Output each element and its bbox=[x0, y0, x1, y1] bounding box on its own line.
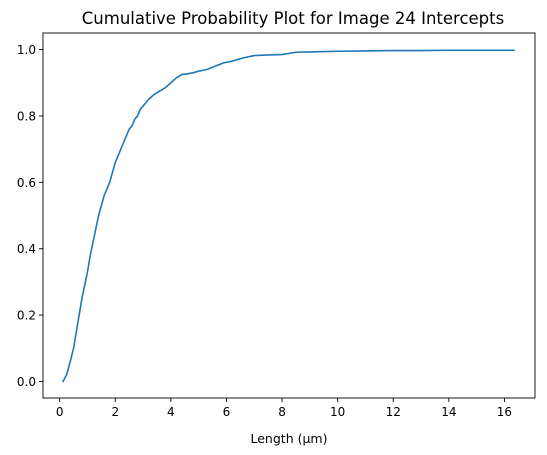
y-axis: 0.0 0.2 0.4 0.6 0.8 1.0 bbox=[17, 43, 43, 389]
x-axis-label: Length (μm) bbox=[251, 431, 328, 446]
x-tick-label: 12 bbox=[386, 405, 401, 419]
series-line bbox=[62, 49, 515, 383]
y-tick-label: 0.4 bbox=[17, 242, 36, 256]
x-tick-label: 4 bbox=[167, 405, 175, 419]
series-layer bbox=[62, 49, 515, 383]
y-tick-label: 0.0 bbox=[17, 375, 36, 389]
plot-frame bbox=[42, 32, 536, 399]
x-tick-label: 14 bbox=[441, 405, 456, 419]
plot-area bbox=[42, 32, 536, 399]
chart-title: Cumulative Probability Plot for Image 24… bbox=[82, 9, 504, 28]
x-tick-label: 2 bbox=[111, 405, 119, 419]
y-tick-label: 1.0 bbox=[17, 43, 36, 57]
y-tick-label: 0.8 bbox=[17, 109, 36, 123]
x-tick-label: 16 bbox=[497, 405, 512, 419]
x-tick-label: 8 bbox=[278, 405, 286, 419]
y-tick-label: 0.2 bbox=[17, 309, 36, 323]
x-tick-label: 10 bbox=[330, 405, 345, 419]
x-axis: 0 2 4 6 8 10 12 14 16 bbox=[56, 398, 512, 419]
y-tick-label: 0.6 bbox=[17, 176, 36, 190]
x-tick-label: 0 bbox=[56, 405, 64, 419]
x-tick-label: 6 bbox=[223, 405, 231, 419]
